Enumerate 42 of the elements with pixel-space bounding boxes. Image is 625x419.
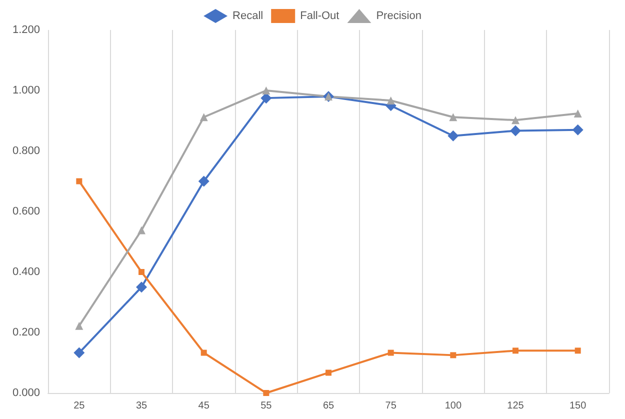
point [138, 269, 144, 275]
point [450, 352, 456, 358]
point [574, 109, 582, 118]
point [200, 350, 207, 356]
legend-label: Fall-Out [300, 10, 340, 22]
point [449, 113, 458, 122]
y-tick-label: 0.800 [12, 145, 40, 157]
point [512, 116, 520, 124]
point [263, 390, 270, 396]
point [572, 124, 584, 136]
x-tick-label: 150 [569, 400, 587, 412]
point [386, 96, 395, 104]
legend-label: Precision [376, 10, 422, 22]
point [448, 130, 459, 142]
point [262, 86, 270, 94]
point [136, 282, 147, 293]
point [326, 370, 332, 376]
y-tick-label: 1.000 [12, 84, 40, 96]
x-tick-label: 25 [74, 400, 86, 412]
legend-label: Recall [232, 10, 264, 22]
x-tick-label: 75 [385, 400, 397, 412]
y-tick-label: 0.200 [12, 326, 40, 338]
point [512, 348, 518, 354]
point [138, 226, 146, 234]
x-tick-label: 45 [198, 400, 210, 412]
y-tick-label: 0.400 [12, 266, 40, 278]
point [74, 347, 85, 358]
y-tick-label: 0.000 [12, 387, 40, 399]
y-tick-label: 0.600 [12, 206, 40, 218]
y-tick-label: 1.200 [12, 24, 40, 36]
x-tick-label: 100 [444, 400, 462, 412]
x-tick-label: 35 [136, 400, 148, 412]
point [388, 350, 394, 356]
point [76, 178, 82, 184]
point [574, 348, 581, 354]
x-tick-label: 125 [507, 400, 524, 412]
point [510, 125, 521, 136]
point [75, 322, 84, 330]
x-tick-label: 55 [260, 400, 272, 412]
x-tick-label: 65 [322, 400, 334, 412]
point [200, 113, 208, 122]
point [198, 176, 210, 187]
